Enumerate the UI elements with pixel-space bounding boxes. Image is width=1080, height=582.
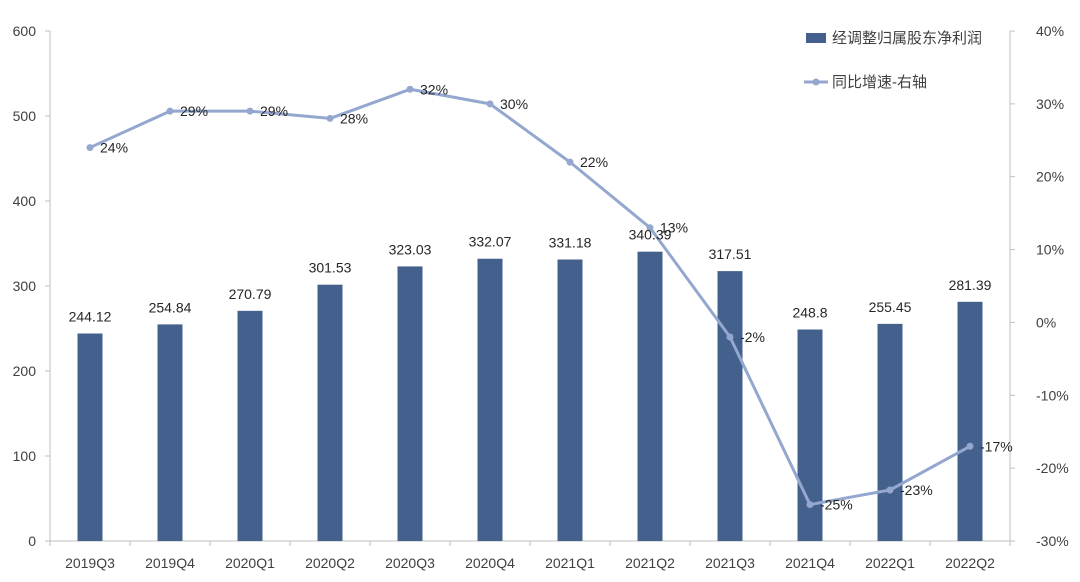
right-tick-label: -20%: [1036, 460, 1069, 476]
line-value-label: 24%: [100, 140, 128, 156]
line-point: [86, 144, 94, 152]
x-tick-label: 2021Q1: [545, 555, 595, 571]
line-value-label: 29%: [260, 103, 288, 119]
x-tick-label: 2022Q2: [945, 555, 995, 571]
bar: [317, 284, 343, 541]
line-point: [886, 486, 894, 494]
bar-value-label: 332.07: [469, 234, 512, 250]
legend-label-line: 同比增速-右轴: [832, 74, 927, 91]
bar-value-label: 317.51: [709, 246, 752, 262]
data-labels: 244.12 254.84 270.79 301.53 323.03 332.07 331.…: [69, 81, 1013, 512]
bar: [637, 251, 663, 541]
right-tick-label: -10%: [1036, 387, 1069, 403]
bar-value-label: 244.12: [69, 308, 112, 324]
line-point: [726, 333, 734, 341]
right-tick-label: 30%: [1036, 96, 1064, 112]
left-tick-label: 400: [13, 193, 37, 209]
bar: [797, 329, 823, 541]
line-value-label: 13%: [660, 220, 688, 236]
line-point: [486, 100, 494, 108]
bar-value-label: 254.84: [149, 299, 192, 315]
bar: [157, 324, 183, 541]
x-tick-label: 2019Q3: [65, 555, 115, 571]
left-tick-label: 500: [13, 108, 37, 124]
legend-swatch-marker: [812, 78, 820, 86]
bar: [557, 259, 583, 541]
bar: [717, 271, 743, 541]
growth-line: [89, 87, 971, 507]
right-tick-label: 40%: [1036, 23, 1064, 39]
bar-value-label: 331.18: [549, 234, 592, 250]
bar-value-label: 255.45: [869, 299, 912, 315]
line-value-label: 22%: [580, 154, 608, 170]
bar: [877, 323, 903, 541]
line-point: [246, 107, 254, 115]
line-value-label: -17%: [980, 438, 1013, 454]
legend-swatch-bar: [806, 33, 826, 43]
right-tick-label: 20%: [1036, 169, 1064, 185]
line-point: [806, 501, 814, 509]
left-tick-label: 0: [28, 533, 36, 549]
bar-series: [77, 251, 983, 541]
line-value-label: -2%: [740, 329, 765, 345]
bar-value-label: 323.03: [389, 241, 432, 257]
line-point: [406, 85, 414, 93]
x-tick-label: 2022Q1: [865, 555, 915, 571]
left-tick-label: 600: [13, 23, 37, 39]
line-value-label: 29%: [180, 103, 208, 119]
line-value-label: 32%: [420, 81, 448, 97]
left-tick-label: 300: [13, 278, 37, 294]
bar-value-label: 301.53: [309, 260, 352, 276]
x-tick-label: 2020Q1: [225, 555, 275, 571]
line-point: [646, 224, 654, 232]
bar: [957, 301, 983, 541]
line-value-label: 30%: [500, 96, 528, 112]
line-point: [566, 158, 574, 166]
line-value-label: -25%: [820, 497, 853, 513]
right-tick-label: 10%: [1036, 242, 1064, 258]
axes: 0 100 200 300 400 500 600 -30% -20% -10% 0% 10% 20% 3…: [13, 23, 1069, 571]
bar: [237, 310, 263, 541]
bar-value-label: 340.39: [629, 227, 672, 243]
right-tick-label: -30%: [1036, 533, 1069, 549]
bar-value-label: 281.39: [949, 277, 992, 293]
bar: [77, 333, 103, 541]
x-tick-label: 2021Q2: [625, 555, 675, 571]
bar-value-label: 248.8: [792, 305, 827, 321]
bar: [477, 258, 503, 541]
x-tick-label: 2020Q4: [465, 555, 515, 571]
legend-label-bar: 经调整归属股东净利润: [832, 30, 982, 47]
left-tick-label: 100: [13, 448, 37, 464]
line-point: [326, 114, 334, 122]
right-tick-label: 0%: [1036, 314, 1056, 330]
line-value-label: -23%: [900, 482, 933, 498]
bar-value-label: 270.79: [229, 286, 272, 302]
line-value-label: 28%: [340, 110, 368, 126]
x-tick-label: 2020Q2: [305, 555, 355, 571]
x-tick-label: 2021Q4: [785, 555, 835, 571]
bar: [397, 266, 423, 541]
line-series: [86, 85, 974, 509]
left-tick-label: 200: [13, 363, 37, 379]
line-point: [166, 107, 174, 115]
x-tick-label: 2021Q3: [705, 555, 755, 571]
x-tick-label: 2020Q3: [385, 555, 435, 571]
x-tick-label: 2019Q4: [145, 555, 195, 571]
line-point: [966, 442, 974, 450]
